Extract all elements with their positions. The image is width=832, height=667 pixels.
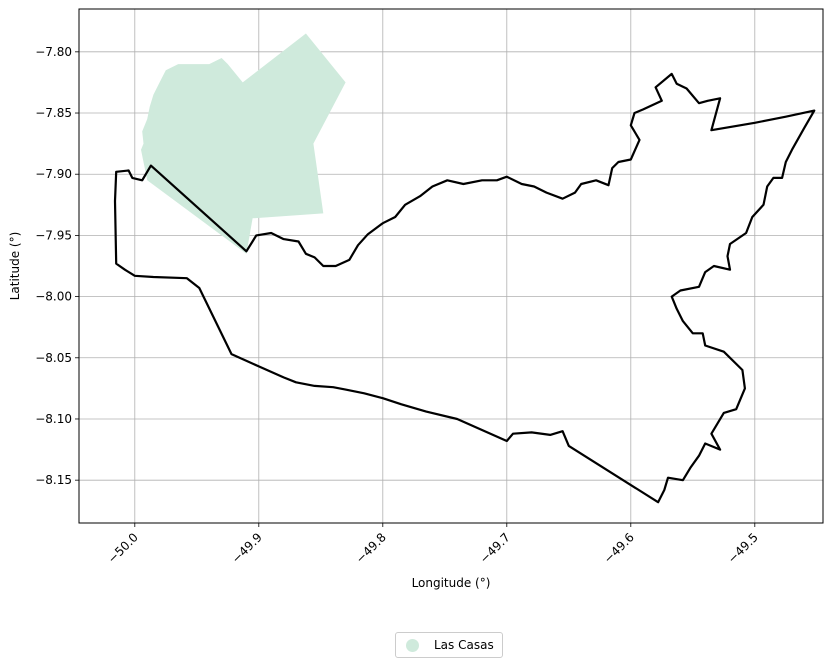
map-layers bbox=[113, 33, 816, 504]
y-axis-label: Latitude (°) bbox=[8, 232, 22, 301]
region-boundary-outline bbox=[113, 72, 816, 504]
x-tick-label: −49.8 bbox=[353, 530, 389, 566]
y-tick-label: −8.10 bbox=[35, 412, 72, 426]
axes-frame bbox=[78, 8, 824, 524]
x-axis-label: Longitude (°) bbox=[412, 576, 491, 590]
y-tick-label: −8.15 bbox=[35, 473, 72, 487]
x-tick-label: −49.6 bbox=[601, 530, 637, 566]
legend-label-las-casas: Las Casas bbox=[434, 638, 494, 652]
las-casas-area bbox=[141, 33, 346, 254]
y-tick-label: −7.85 bbox=[35, 106, 72, 120]
y-tick-label: −7.95 bbox=[35, 228, 72, 242]
legend: Las Casas bbox=[395, 632, 503, 658]
y-tick-label: −8.05 bbox=[35, 351, 72, 365]
y-tick-label: −7.90 bbox=[35, 167, 72, 181]
legend-marker-las-casas bbox=[406, 638, 419, 652]
x-tick-label: −50.0 bbox=[105, 530, 141, 566]
y-tick-label: −7.80 bbox=[35, 45, 72, 59]
x-tick-label: −49.9 bbox=[229, 530, 265, 566]
x-tick-label: −49.5 bbox=[725, 530, 761, 566]
y-tick-label: −8.00 bbox=[35, 290, 72, 304]
x-tick-label: −49.7 bbox=[477, 530, 513, 566]
ticks: −50.0 −49.9 −49.8 −49.7 −49.6 −49.5 −7.80 −7.85… bbox=[35, 45, 761, 566]
